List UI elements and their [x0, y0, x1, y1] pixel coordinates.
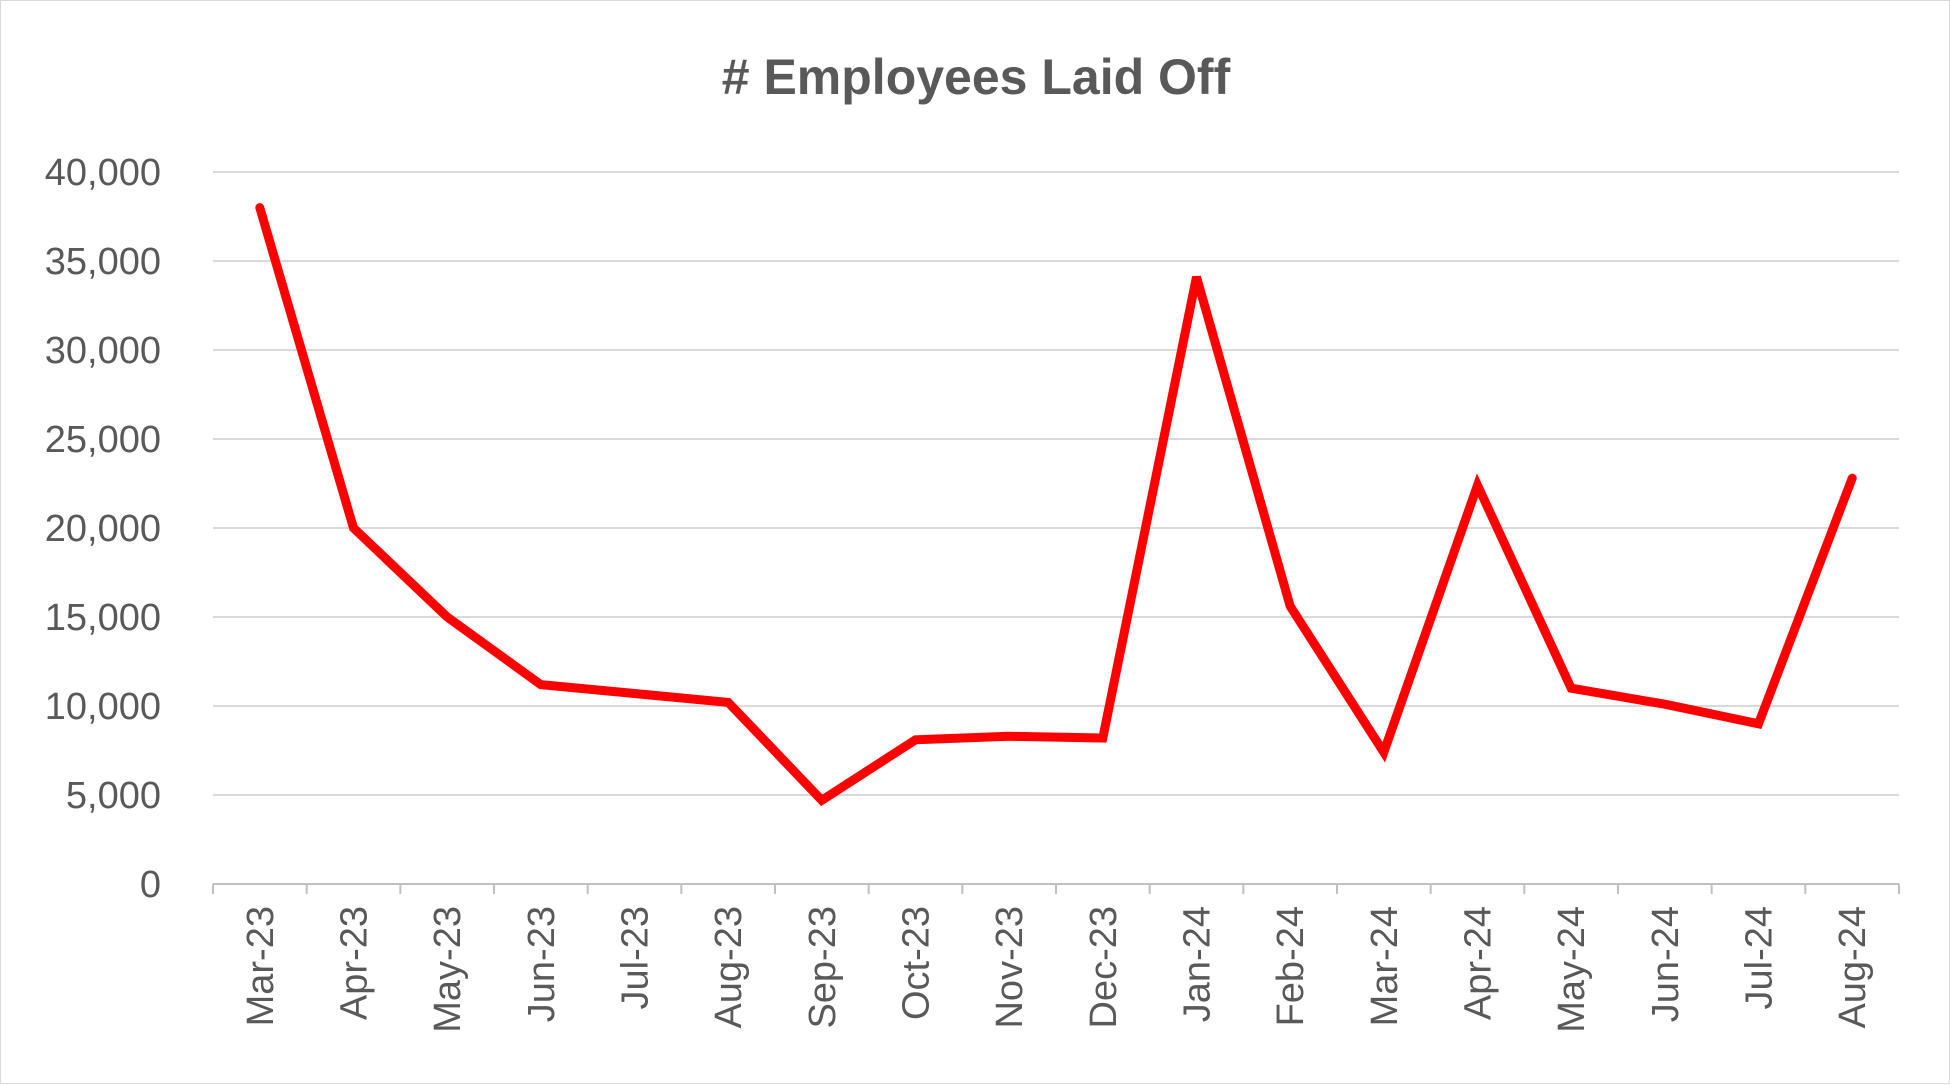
x-tick-label: Jan-24 [1177, 906, 1219, 1022]
y-tick-label: 5,000 [66, 775, 161, 817]
x-tick-label: Mar-23 [240, 906, 282, 1026]
y-tick-label: 15,000 [45, 597, 161, 639]
x-tick-label: Oct-23 [896, 906, 938, 1020]
x-tick-label: Jul-23 [615, 906, 657, 1010]
series-line [260, 208, 1852, 801]
y-tick-label: 35,000 [45, 241, 161, 283]
x-tick-label: Jul-24 [1739, 906, 1781, 1010]
y-tick-label: 30,000 [45, 330, 161, 372]
x-tick-label: Sep-23 [802, 906, 844, 1029]
y-axis-tick-labels: 0 5,000 10,000 15,000 20,000 25,000 30,000 35,0… [45, 152, 161, 906]
x-tick-label: May-23 [427, 906, 469, 1033]
x-tick-label: Aug-23 [708, 906, 750, 1029]
x-tick-label: Feb-24 [1270, 906, 1312, 1026]
x-axis [213, 884, 1899, 894]
x-tick-label: May-24 [1551, 906, 1593, 1033]
y-tick-label: 40,000 [45, 152, 161, 194]
series-layer [260, 208, 1853, 801]
x-tick-label: Apr-23 [334, 906, 376, 1020]
chart-title: # Employees Laid Off [722, 49, 1231, 105]
x-tick-label: Apr-24 [1458, 906, 1500, 1020]
y-tick-label: 25,000 [45, 419, 161, 461]
x-tick-label: Jun-24 [1645, 906, 1687, 1022]
x-tick-label: Aug-24 [1832, 906, 1874, 1029]
x-tick-label: Dec-23 [1083, 906, 1125, 1029]
y-tick-label: 20,000 [45, 508, 161, 550]
x-axis-tick-labels: Mar-23 Apr-23 May-23 Jun-23 Jul-23 Aug-23 Sep-… [240, 906, 1874, 1033]
x-tick-label: Mar-24 [1364, 906, 1406, 1026]
x-tick-label: Nov-23 [989, 906, 1031, 1028]
y-tick-label: 10,000 [45, 686, 161, 728]
y-tick-label: 0 [140, 864, 161, 906]
x-tick-label: Jun-23 [521, 906, 563, 1022]
